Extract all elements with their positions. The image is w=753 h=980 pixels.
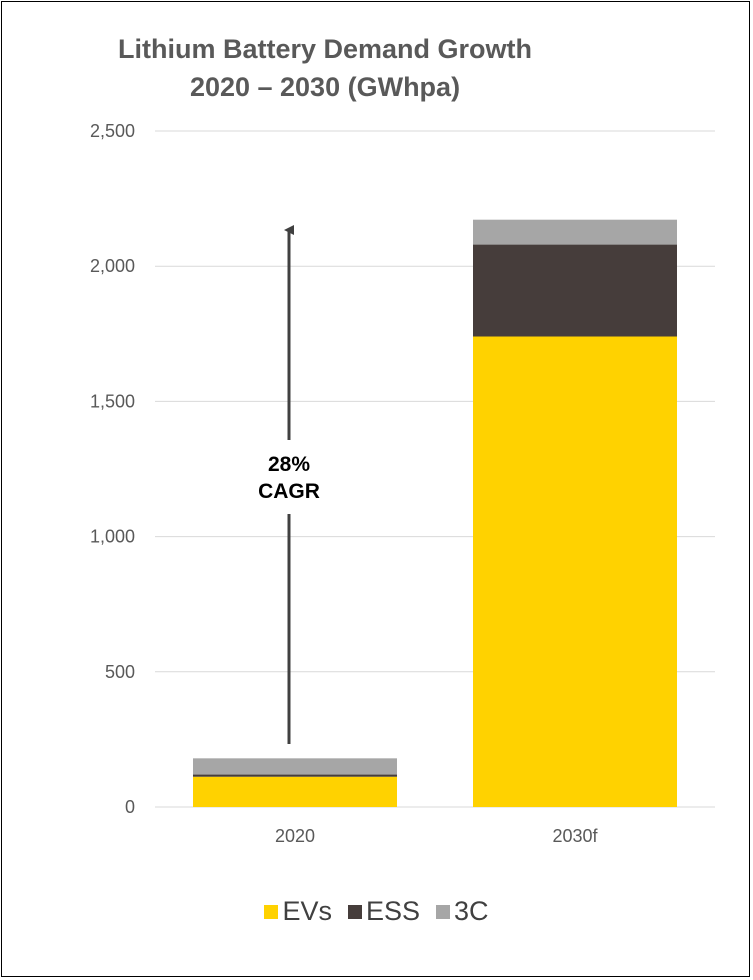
- chart-title: Lithium Battery Demand Growth 2020 – 203…: [0, 30, 650, 106]
- annotation-percent: 28%: [268, 453, 310, 476]
- chart-title-line-1: Lithium Battery Demand Growth: [117, 34, 533, 64]
- chart-title-line-2: 2020 – 2030 (GWhpa): [189, 72, 461, 102]
- bar-segment-ess-2020: [193, 774, 397, 777]
- legend-item-3c: 3C: [436, 896, 489, 927]
- bars: [193, 219, 677, 807]
- legend-swatch-3c: [436, 904, 451, 919]
- y-tick-label: 500: [105, 662, 135, 682]
- y-tick-label: 1,500: [90, 391, 135, 411]
- bar-segment-evs-2030f: [473, 336, 677, 807]
- legend-label-evs: EVs: [282, 896, 332, 926]
- legend-label-3c: 3C: [454, 896, 489, 926]
- legend-swatch-evs: [264, 904, 279, 919]
- bar-segment-3c-2020: [193, 758, 397, 775]
- legend-swatch-ess: [347, 904, 362, 919]
- legend-item-ess: ESS: [347, 896, 421, 927]
- bar-segment-evs-2020: [193, 776, 397, 807]
- y-tick-label: 2,500: [90, 121, 135, 141]
- legend-item-evs: EVs: [264, 896, 332, 927]
- x-tick-label: 2030f: [552, 826, 598, 846]
- legend: EVs ESS 3C: [0, 896, 753, 927]
- y-tick-label: 1,000: [90, 527, 135, 547]
- y-axis-tick-labels: 0 500 1,000 1,500 2,000 2,500: [90, 121, 135, 817]
- legend-label-ess: ESS: [365, 896, 421, 926]
- y-tick-label: 2,000: [90, 256, 135, 276]
- y-tick-label: 0: [125, 797, 135, 817]
- annotation-cagr: CAGR: [258, 480, 320, 503]
- x-tick-label: 2020: [275, 826, 315, 846]
- x-axis-tick-labels: 2020 2030f: [275, 826, 599, 846]
- bar-segment-3c-2030f: [473, 219, 677, 245]
- growth-arrow: 28% CAGR: [258, 225, 320, 744]
- bar-segment-ess-2030f: [473, 244, 677, 337]
